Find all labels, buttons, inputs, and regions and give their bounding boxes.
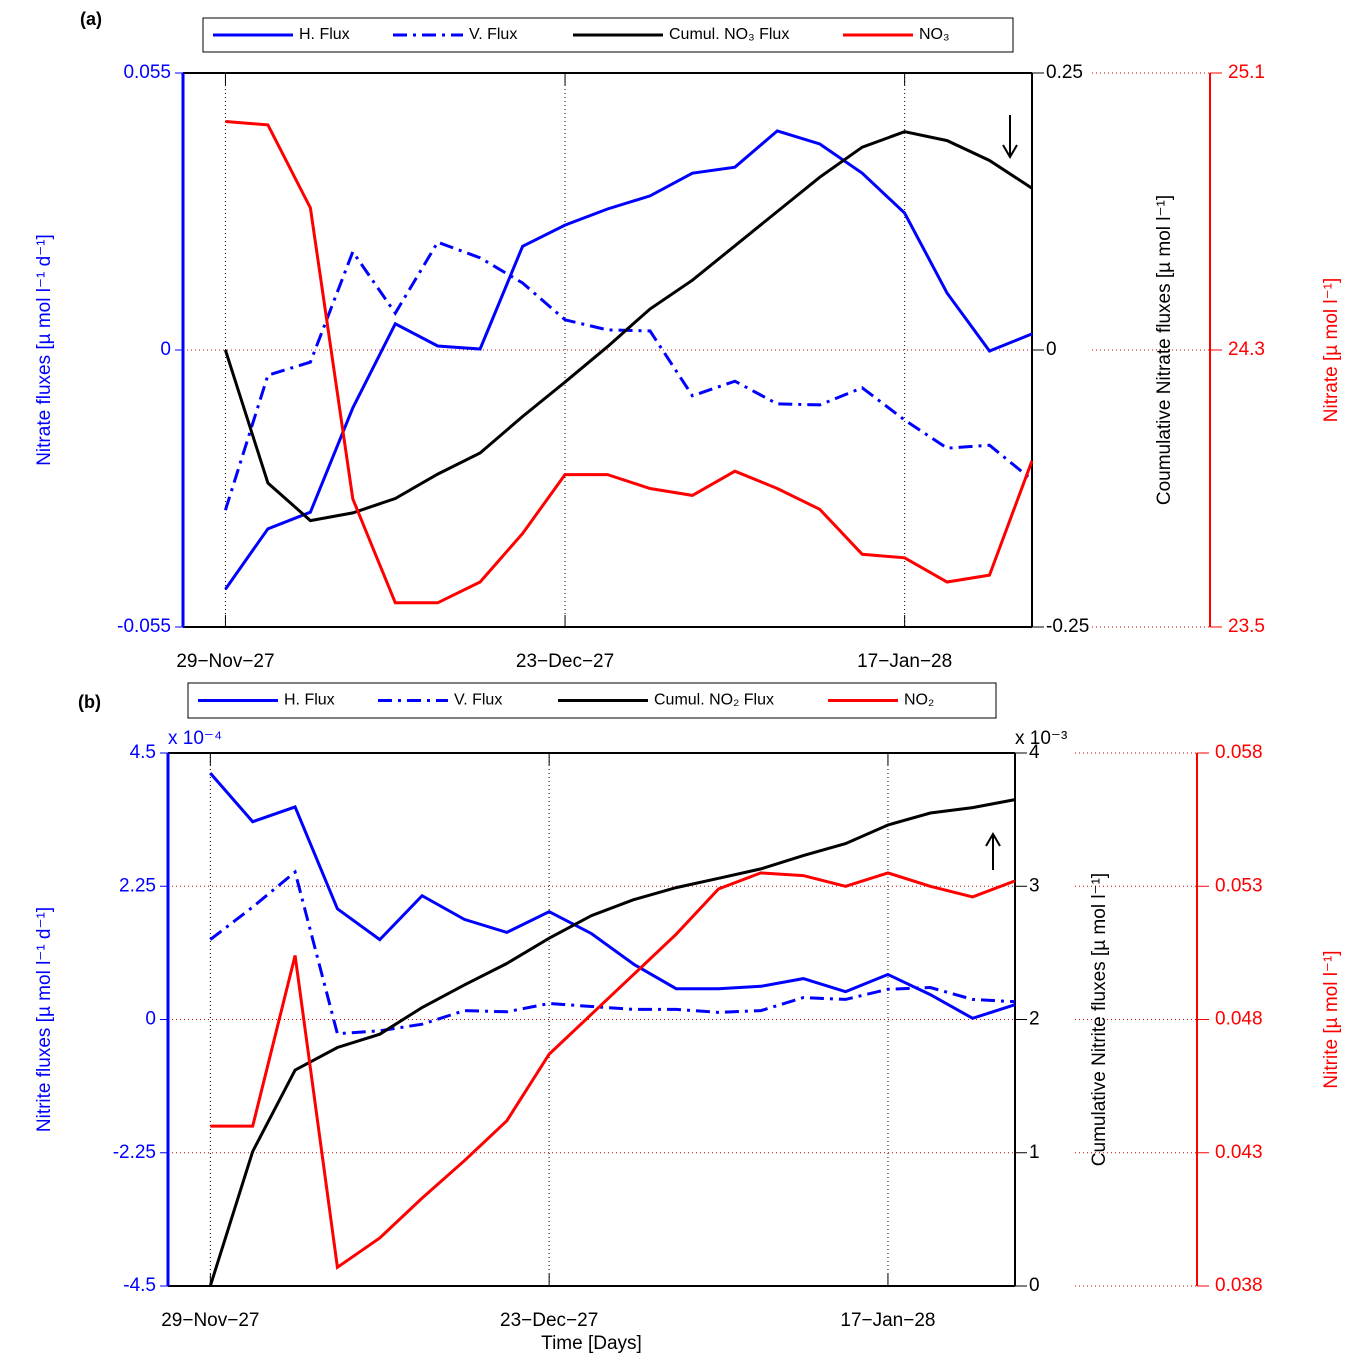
- x-tick-label: 23−Dec−27: [516, 651, 614, 672]
- y3-tick-label: 0.038: [1215, 1275, 1263, 1296]
- y-tick-label: -0.055: [117, 616, 171, 637]
- y2-tick-label: 2: [1029, 1009, 1040, 1030]
- x-axis-label: Time [Days]: [541, 1333, 642, 1354]
- y3-tick-label: 25.1: [1228, 62, 1265, 83]
- y2-tick-label: 4: [1029, 742, 1040, 763]
- series-line: [209, 869, 1016, 1036]
- series-line: [209, 772, 1016, 1020]
- y3-tick-label: 0.053: [1215, 875, 1263, 896]
- x-tick-label: 23−Dec−27: [500, 1310, 598, 1331]
- y2-tick-label: 0: [1046, 339, 1057, 360]
- legend-label: NO₃: [919, 26, 950, 43]
- y3-tick-label: 24.3: [1228, 339, 1265, 360]
- legend-label: V. Flux: [454, 692, 502, 709]
- legend-label: Cumul. NO₃ Flux: [669, 26, 789, 43]
- y-tick-label: 0: [160, 339, 171, 360]
- panel-label: (a): [80, 9, 102, 29]
- y2-multiplier: x 10⁻³: [1015, 728, 1067, 749]
- x-tick-label: 17−Jan−28: [840, 1310, 935, 1331]
- series-line: [223, 240, 1033, 511]
- legend-label: V. Flux: [469, 26, 517, 43]
- y2-tick-label: 0: [1029, 1275, 1040, 1296]
- x-tick-label: 17−Jan−28: [857, 651, 952, 672]
- series-line: [210, 871, 1016, 1270]
- series-line: [225, 120, 1034, 605]
- y-axis-label: Nitrite fluxes [µ mol l⁻¹ d⁻¹]: [34, 907, 55, 1132]
- legend-label: H. Flux: [299, 26, 350, 43]
- legend-label: NO₂: [904, 692, 934, 709]
- arrow: [1002, 115, 1018, 159]
- y-tick-label: 0: [145, 1009, 156, 1030]
- y3-axis-label: Nitrite [µ mol l⁻¹]: [1321, 950, 1342, 1088]
- y-tick-label: 4.5: [130, 742, 156, 763]
- arrow: [985, 832, 1001, 870]
- y-tick-label: 0.055: [123, 62, 171, 83]
- x-tick-label: 29−Nov−27: [176, 651, 274, 672]
- y3-tick-label: 23.5: [1228, 616, 1265, 637]
- y2-axis-label: Cumulative Nitrite fluxes [µ mol l⁻¹]: [1089, 873, 1110, 1166]
- y3-tick-label: 0.058: [1215, 742, 1263, 763]
- panel-label: (b): [78, 692, 101, 712]
- series-line: [223, 130, 1033, 523]
- series-line: [208, 798, 1016, 1287]
- legend-label: H. Flux: [284, 692, 335, 709]
- series-line: [224, 129, 1033, 591]
- y-tick-label: -2.25: [113, 1142, 156, 1163]
- legend-label: Cumul. NO₂ Flux: [654, 692, 774, 709]
- y3-axis-label: Nitrate [µ mol l⁻¹]: [1321, 278, 1342, 423]
- y2-tick-label: 0.25: [1046, 62, 1083, 83]
- y2-axis-label: Coumulative Nitrate fluxes [µ mol l⁻¹]: [1154, 195, 1175, 505]
- y-axis-label: Nitrate fluxes [µ mol l⁻¹ d⁻¹]: [34, 234, 55, 466]
- y3-tick-label: 0.048: [1215, 1009, 1263, 1030]
- y2-tick-label: -0.25: [1046, 616, 1089, 637]
- y-tick-label: 2.25: [119, 875, 156, 896]
- y2-tick-label: 3: [1029, 875, 1040, 896]
- y2-tick-label: 1: [1029, 1142, 1040, 1163]
- y3-tick-label: 0.043: [1215, 1142, 1263, 1163]
- y-tick-label: -4.5: [123, 1275, 156, 1296]
- x-tick-label: 29−Nov−27: [161, 1310, 259, 1331]
- y-multiplier: x 10⁻⁴: [168, 728, 222, 749]
